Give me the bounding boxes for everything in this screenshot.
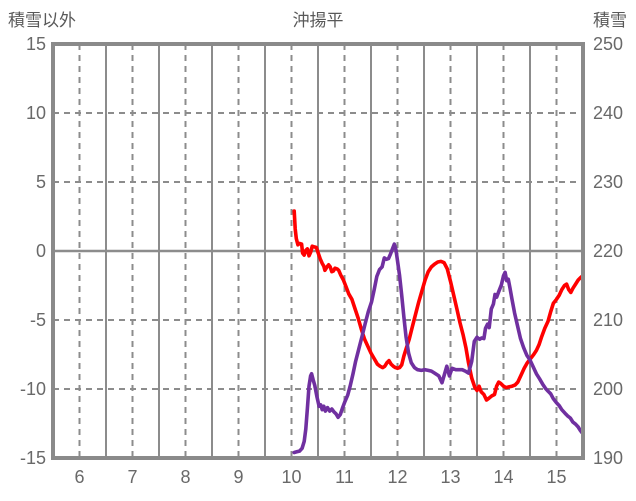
right-axis-tick-label: 200 [593,379,624,399]
right-axis-tick-label: 190 [593,448,624,468]
series-line-snow-depth [292,242,584,455]
x-axis-tick-label: 6 [74,467,85,487]
series-line-non-snow [292,209,584,402]
left-axis-tick-label: -5 [29,310,46,330]
x-axis-tick-label: 10 [281,467,302,487]
left-axis-tick-label: 15 [25,34,46,54]
left-axis-tick-label: 0 [35,241,46,261]
right-axis-tick-label: 220 [593,241,624,261]
x-axis-tick-label: 12 [387,467,408,487]
right-axis-title: 積雪 [593,11,627,30]
left-axis-title: 積雪以外 [8,11,76,30]
x-axis-tick-label: 8 [180,467,191,487]
left-axis-tick-label: 10 [25,103,46,123]
x-axis-tick-label: 9 [233,467,244,487]
x-axis-tick-label: 13 [440,467,461,487]
x-axis-tick-label: 15 [546,467,567,487]
plot-area [51,42,585,460]
chart-title: 沖揚平 [292,11,344,30]
x-axis-tick-label: 11 [335,467,354,487]
x-axis-tick-label: 14 [493,467,514,487]
left-axis-tick-label: 5 [35,172,46,192]
right-axis-tick-label: 210 [593,310,624,330]
right-axis-tick-label: 230 [593,172,624,192]
left-axis-tick-label: -15 [19,448,46,468]
right-axis-tick-label: 240 [593,103,624,123]
x-axis-tick-label: 7 [127,467,138,487]
left-axis-tick-label: -10 [19,379,46,399]
right-axis-tick-label: 250 [593,34,624,54]
plot-frame [51,42,585,460]
